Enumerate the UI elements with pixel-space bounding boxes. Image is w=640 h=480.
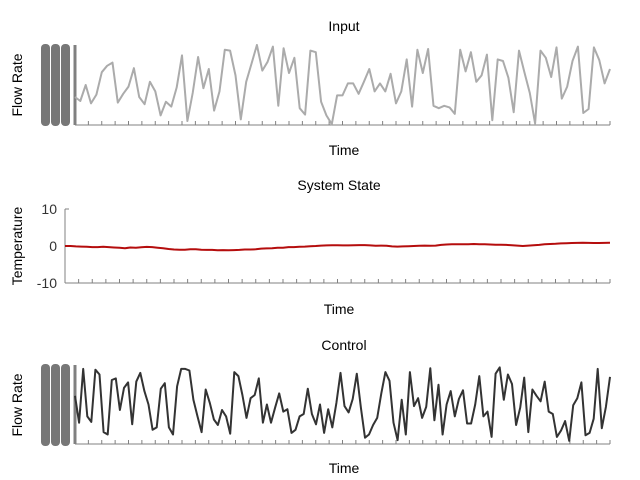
system-state-x-ticks — [64, 279, 611, 283]
control-ytick-labels — [41, 364, 70, 446]
input-ylabel: Flow Rate — [9, 53, 25, 116]
system-state-ytick-labels: 10 0 -10 — [37, 201, 69, 291]
system-state-series-line — [65, 241, 611, 252]
control-series-line — [74, 366, 611, 442]
system-state-ytick-label: -10 — [37, 275, 57, 291]
control-xlabel: Time — [329, 460, 360, 476]
system-state-ylabel: Temperature — [9, 206, 25, 285]
control-ylabel: Flow Rate — [9, 373, 25, 436]
input-x-ticks — [74, 121, 611, 125]
control-panel: Control Flow Rate Time — [9, 337, 611, 476]
control-title: Control — [321, 337, 366, 353]
control-x-ticks — [74, 440, 611, 444]
input-ytick-labels — [41, 44, 70, 126]
system-state-ytick-label: 0 — [49, 238, 57, 254]
input-title: Input — [328, 18, 359, 34]
input-xlabel: Time — [329, 142, 360, 158]
system-state-title: System State — [297, 177, 380, 193]
system-state-panel: System State Temperature 10 0 -10 Time — [9, 177, 611, 317]
system-state-ytick-label: 10 — [41, 201, 57, 217]
system-state-xlabel: Time — [324, 301, 355, 317]
input-series-line — [74, 44, 611, 126]
input-panel: Input Flow Rate Time — [9, 18, 611, 158]
